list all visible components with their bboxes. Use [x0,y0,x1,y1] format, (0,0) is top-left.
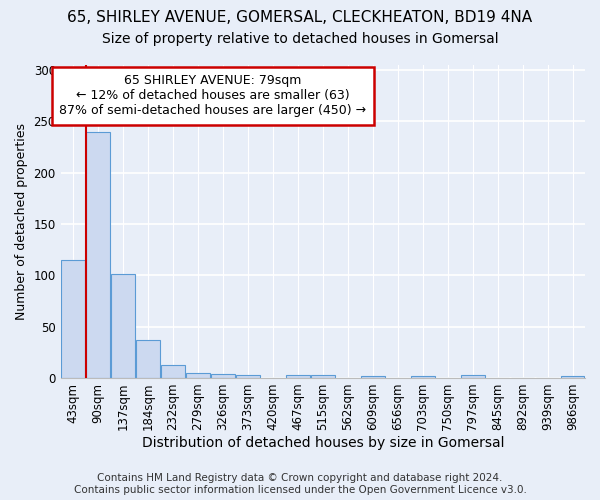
Bar [111,274,135,378]
X-axis label: Distribution of detached houses by size in Gomersal: Distribution of detached houses by size … [142,436,504,450]
Bar [186,373,210,378]
Bar [461,375,485,378]
Bar [286,375,310,378]
Text: Contains HM Land Registry data © Crown copyright and database right 2024.
Contai: Contains HM Land Registry data © Crown c… [74,474,526,495]
Bar [136,340,160,378]
Y-axis label: Number of detached properties: Number of detached properties [15,123,28,320]
Bar [161,364,185,378]
Bar [211,374,235,378]
Text: Size of property relative to detached houses in Gomersal: Size of property relative to detached ho… [101,32,499,46]
Bar [311,375,335,378]
Bar [560,376,584,378]
Text: 65 SHIRLEY AVENUE: 79sqm
← 12% of detached houses are smaller (63)
87% of semi-d: 65 SHIRLEY AVENUE: 79sqm ← 12% of detach… [59,74,366,118]
Bar [236,375,260,378]
Bar [361,376,385,378]
Text: 65, SHIRLEY AVENUE, GOMERSAL, CLECKHEATON, BD19 4NA: 65, SHIRLEY AVENUE, GOMERSAL, CLECKHEATO… [67,10,533,25]
Bar [411,376,434,378]
Bar [61,260,85,378]
Bar [86,132,110,378]
